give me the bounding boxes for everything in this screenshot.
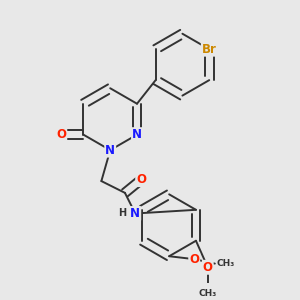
Text: O: O — [136, 173, 146, 186]
Text: N: N — [105, 144, 115, 157]
Text: Br: Br — [202, 43, 217, 56]
Text: H: H — [118, 208, 126, 218]
Text: O: O — [56, 128, 66, 141]
Text: CH₃: CH₃ — [216, 259, 235, 268]
Text: O: O — [189, 253, 199, 266]
Text: N: N — [132, 128, 142, 141]
Text: CH₃: CH₃ — [199, 290, 217, 298]
Text: O: O — [203, 261, 213, 274]
Text: N: N — [130, 207, 140, 220]
